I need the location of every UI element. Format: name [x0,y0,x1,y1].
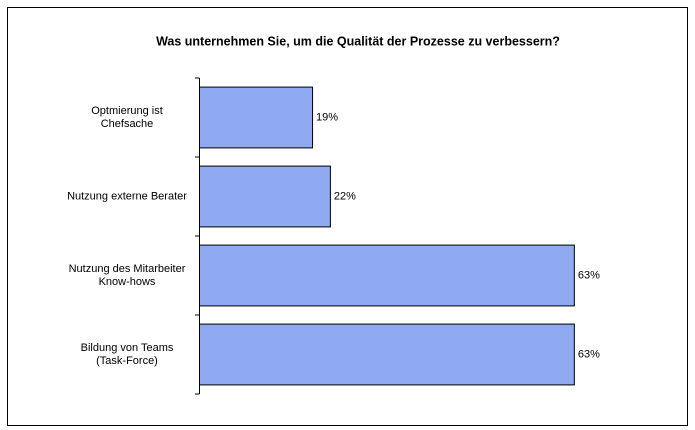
chart-title: Was unternehmen Sie, um die Qualität der… [156,34,560,48]
value-label: 19% [316,111,338,123]
category-label: Nutzung des Mitarbeiter Know-hows [69,263,186,288]
bar [199,244,575,307]
category-label: Bildung von Teams (Task-Force) [81,342,174,367]
category-label: Optmierung ist Chefsache [91,105,163,130]
category-label: Nutzung externe Berater [67,190,187,202]
value-label: 63% [578,269,600,281]
bar [199,86,314,149]
value-label: 63% [578,348,600,360]
bar [199,323,575,386]
bar [199,165,331,228]
value-label: 22% [334,190,356,202]
